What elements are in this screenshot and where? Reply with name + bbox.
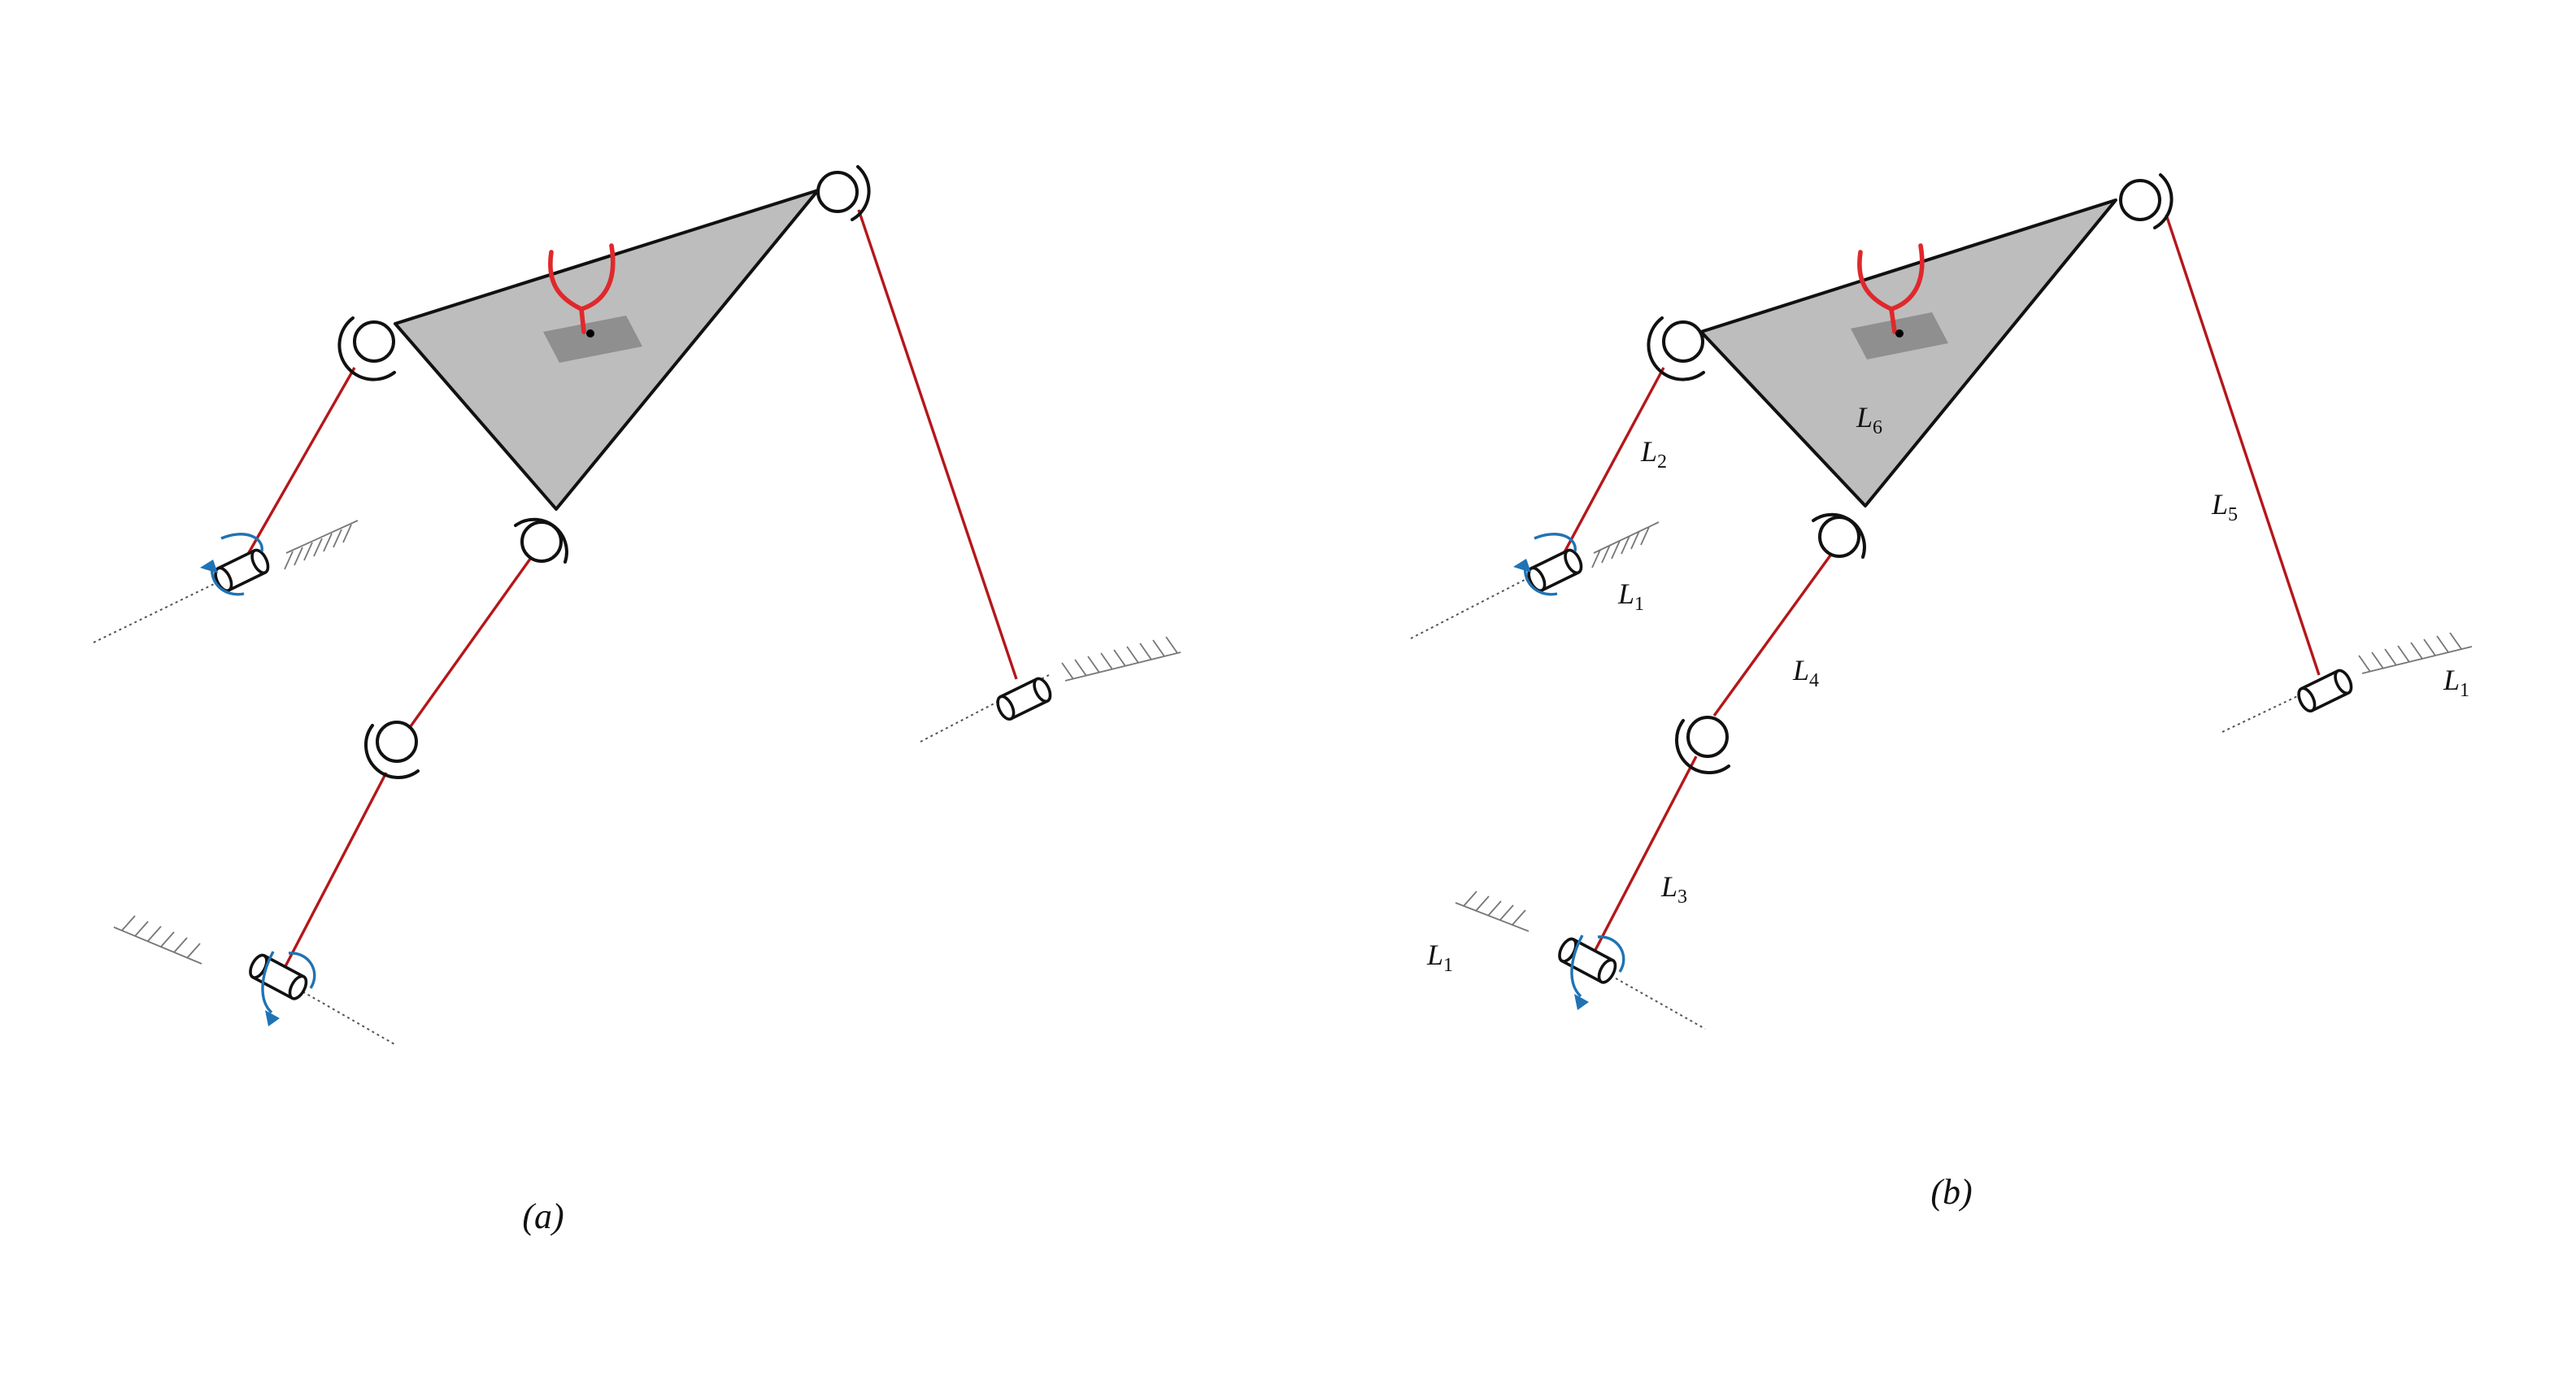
gripper-icon — [1851, 243, 1948, 359]
ground-hatch — [1591, 521, 1660, 569]
revolute-joint-icon — [1647, 316, 1705, 381]
gripper-icon — [543, 243, 642, 363]
label-L1: L1 — [2443, 664, 2469, 701]
panel-b: L6 L2 L1 L4 L5 L1 L3 L1 (b) — [1410, 173, 2473, 1212]
rotation-arrow-icon — [200, 533, 263, 596]
label-L4: L4 — [1792, 654, 1819, 691]
link-L5 — [857, 209, 1018, 680]
ground-hatch — [1061, 636, 1181, 682]
link-L2 — [1558, 367, 1665, 562]
ground-hatch — [1455, 891, 1530, 932]
caption-a: (a) — [522, 1196, 564, 1236]
revolute-joint-icon — [2119, 173, 2174, 229]
actuated-joint-icon — [249, 953, 308, 1000]
ground-hatch — [2358, 632, 2473, 674]
link-L2 — [242, 367, 356, 562]
actuated-joint-icon — [996, 677, 1052, 721]
label-L3: L3 — [1660, 870, 1687, 908]
ground-hatch — [113, 915, 202, 965]
rotation-arrow-icon — [1513, 533, 1577, 596]
revolute-joint-icon — [337, 316, 396, 381]
caption-b: (b) — [1930, 1172, 1972, 1212]
actuated-joint-icon — [214, 548, 270, 593]
actuated-joint-icon — [1558, 937, 1617, 984]
panel-a: (a) — [93, 165, 1181, 1236]
link-L4 — [405, 549, 538, 733]
label-L2: L2 — [1640, 435, 1667, 473]
ground-axis — [1560, 947, 1706, 1030]
revolute-joint-icon — [816, 165, 871, 221]
label-L6: L6 — [1856, 401, 1882, 438]
actuated-joint-icon — [2297, 669, 2353, 713]
ground-hatch — [284, 520, 359, 570]
link-L3 — [1594, 756, 1698, 951]
revolute-joint-icon — [364, 721, 420, 779]
link-L3 — [283, 772, 388, 969]
actuated-joint-icon — [1527, 548, 1583, 593]
label-L1: L1 — [1617, 577, 1644, 615]
moving-platform — [1699, 198, 2117, 508]
label-L1: L1 — [1426, 939, 1453, 976]
link-L4 — [1712, 549, 1836, 717]
revolute-joint-icon — [1675, 716, 1730, 774]
ground-axis — [93, 573, 237, 643]
revolute-joint-icon — [1812, 512, 1866, 559]
ground-axis — [1410, 569, 1546, 639]
rotation-arrow-icon — [261, 951, 316, 1026]
label-L5: L5 — [2211, 488, 2238, 525]
revolute-joint-icon — [514, 517, 568, 564]
rotation-arrow-icon — [1570, 934, 1625, 1010]
link-L5 — [2165, 214, 2321, 676]
